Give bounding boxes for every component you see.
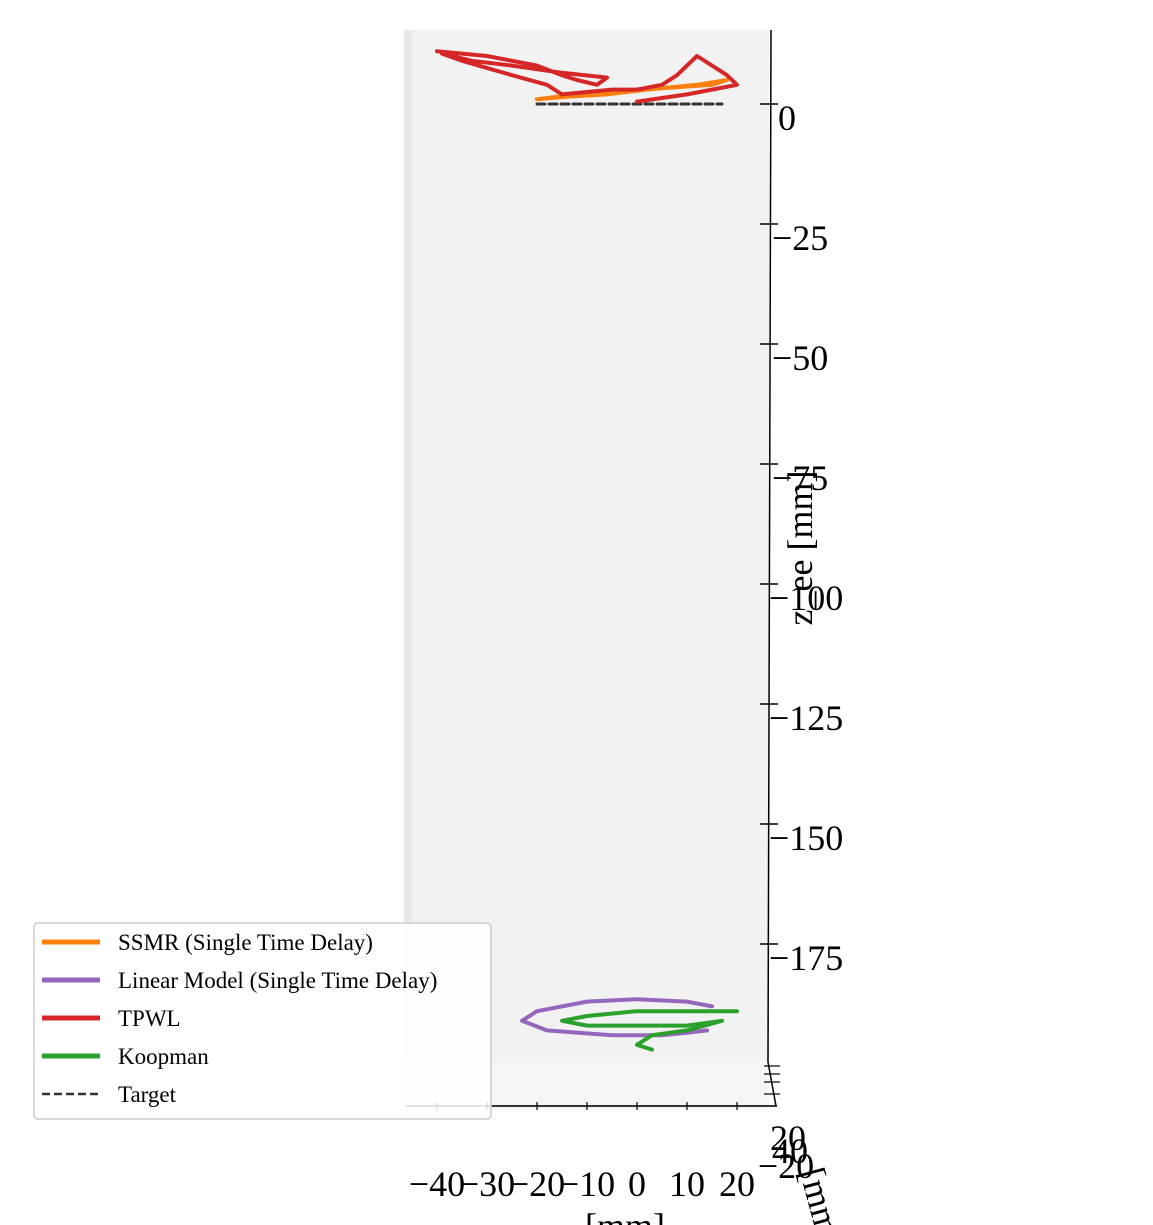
x-tick-label: 10 xyxy=(669,1164,705,1204)
pane-back xyxy=(412,30,769,1062)
z-tick-label: −175 xyxy=(769,938,843,978)
legend-frame xyxy=(33,922,492,1120)
z-tick-label: −75 xyxy=(772,458,828,498)
z-tick-label: −125 xyxy=(769,698,843,738)
z-tick-label: 0 xyxy=(778,98,796,138)
series-line-ssmr-single-time-delay xyxy=(535,78,729,102)
legend-items: SSMR (Single Time Delay) Linear Model (Si… xyxy=(42,930,437,1107)
x-tick-label: −10 xyxy=(559,1164,615,1204)
series-line-tpwl xyxy=(435,49,739,104)
series-line-koopman xyxy=(560,1009,739,1052)
z-ticks: 0 −25 −50 −75 −100 −125 −150 −175 xyxy=(760,98,843,1095)
y-tick-label: 40 xyxy=(772,1131,808,1171)
z-axis-line xyxy=(767,29,772,1063)
x-axis-label: [mm] xyxy=(585,1206,665,1225)
z-tick-label: −150 xyxy=(769,818,843,858)
z-axis-label: z_ee [mm] xyxy=(780,471,820,626)
series-layer xyxy=(435,49,739,1052)
z-tick-label: −100 xyxy=(769,578,843,618)
x-tick-label: −40 xyxy=(409,1164,465,1204)
x-tick-label: 20 xyxy=(719,1164,755,1204)
legend-label: TPWL xyxy=(118,1006,181,1031)
x-tick-label: −30 xyxy=(459,1164,515,1204)
y-tick-label: −20 xyxy=(758,1146,814,1186)
x-tick-label: −20 xyxy=(509,1164,565,1204)
legend-label: Linear Model (Single Time Delay) xyxy=(118,968,437,993)
z-tick-label: −50 xyxy=(772,338,828,378)
axes-panes xyxy=(404,30,777,1108)
legend-label: Koopman xyxy=(118,1044,209,1069)
z-tick-label: −25 xyxy=(772,218,828,258)
x-tick-label: 0 xyxy=(628,1164,646,1204)
y-axis-label: [mm] xyxy=(792,1163,851,1225)
legend-label: SSMR (Single Time Delay) xyxy=(118,930,373,955)
y-tick-label: 20 xyxy=(770,1118,806,1158)
legend-label: Target xyxy=(118,1082,177,1107)
legend: SSMR (Single Time Delay) Linear Model (Si… xyxy=(33,922,492,1120)
z-axis-lower-segment xyxy=(767,1061,777,1107)
pane-left-shade xyxy=(404,30,412,1108)
x-ticks: −40−30−20−10 0 10 20 xyxy=(409,1102,755,1204)
